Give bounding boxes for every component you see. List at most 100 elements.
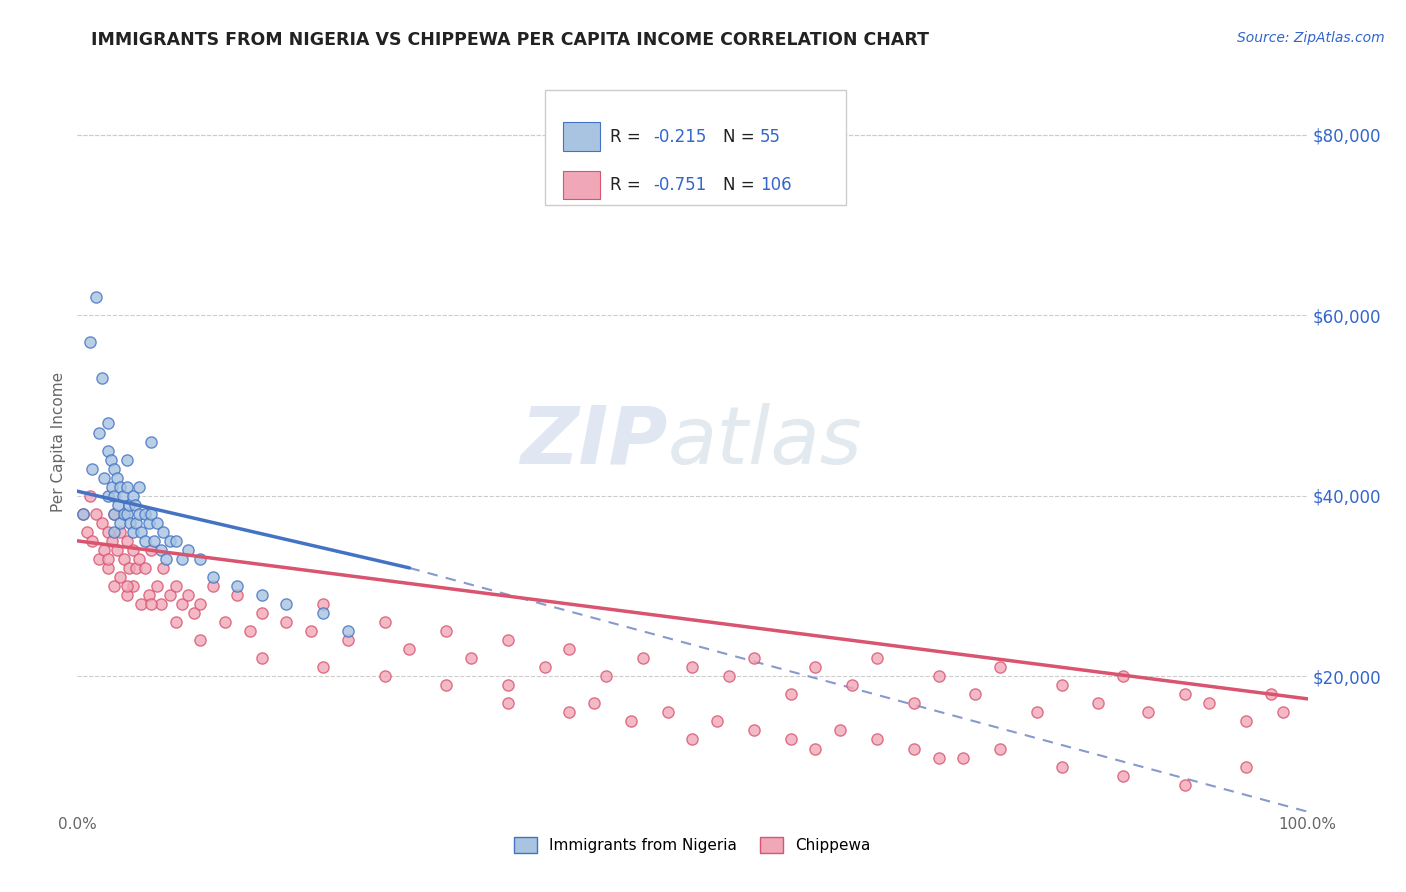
Point — [76, 524, 98, 539]
Point — [150, 597, 173, 611]
Point — [121, 489, 143, 503]
Point — [134, 533, 156, 548]
Point — [165, 533, 187, 548]
Point — [89, 425, 111, 440]
Point — [1087, 697, 1109, 711]
Point — [79, 489, 101, 503]
Point — [103, 524, 125, 539]
Point — [110, 570, 132, 584]
Point — [72, 507, 94, 521]
Point — [496, 678, 519, 692]
Point — [110, 516, 132, 530]
Point — [188, 597, 212, 611]
Point — [657, 706, 679, 720]
Point — [100, 452, 122, 467]
Point — [436, 678, 458, 692]
Point — [159, 533, 181, 548]
Point — [150, 542, 173, 557]
Point — [115, 588, 138, 602]
Text: R =: R = — [610, 128, 645, 145]
Point — [115, 579, 138, 593]
Point — [141, 597, 163, 611]
Point — [337, 624, 360, 639]
Point — [121, 542, 143, 557]
Point — [115, 507, 138, 521]
Point — [250, 606, 273, 620]
Point — [496, 633, 519, 648]
Point — [1174, 687, 1197, 701]
Text: R =: R = — [610, 176, 645, 194]
Point — [1112, 669, 1135, 683]
Point — [780, 732, 803, 747]
Point — [682, 660, 704, 674]
Point — [120, 516, 142, 530]
Point — [1234, 759, 1257, 773]
Point — [134, 561, 156, 575]
Point — [103, 507, 125, 521]
Text: Source: ZipAtlas.com: Source: ZipAtlas.com — [1237, 31, 1385, 45]
Point — [138, 516, 160, 530]
FancyBboxPatch shape — [564, 170, 600, 199]
Point — [534, 660, 557, 674]
Point — [103, 507, 125, 521]
Point — [188, 552, 212, 566]
Point — [460, 651, 482, 665]
Point — [170, 552, 193, 566]
Point — [90, 516, 114, 530]
Point — [250, 588, 273, 602]
Point — [312, 597, 335, 611]
Point — [101, 480, 124, 494]
Point — [276, 615, 298, 629]
Point — [1026, 706, 1049, 720]
Point — [742, 723, 765, 738]
Point — [965, 687, 987, 701]
Point — [152, 561, 174, 575]
FancyBboxPatch shape — [564, 122, 600, 151]
Point — [115, 480, 138, 494]
Point — [928, 750, 950, 764]
Point — [124, 498, 146, 512]
Point — [804, 660, 827, 674]
Point — [141, 507, 163, 521]
Point — [125, 561, 148, 575]
Point — [633, 651, 655, 665]
Point — [97, 552, 120, 566]
Point — [165, 615, 187, 629]
Text: N =: N = — [723, 176, 761, 194]
Point — [97, 489, 120, 503]
Point — [583, 697, 606, 711]
Text: 106: 106 — [761, 176, 792, 194]
Point — [866, 732, 889, 747]
Point — [1272, 706, 1295, 720]
Point — [398, 642, 420, 657]
Point — [312, 606, 335, 620]
Point — [742, 651, 765, 665]
Point — [103, 461, 125, 475]
Point — [107, 498, 129, 512]
Point — [226, 579, 249, 593]
Point — [299, 624, 322, 639]
Point — [276, 597, 298, 611]
Point — [312, 660, 335, 674]
Point — [903, 697, 925, 711]
Point — [436, 624, 458, 639]
Point — [118, 498, 141, 512]
Point — [155, 552, 177, 566]
Point — [1136, 706, 1159, 720]
Point — [103, 579, 125, 593]
Point — [146, 579, 169, 593]
Point — [1260, 687, 1282, 701]
Point — [1234, 714, 1257, 729]
Point — [89, 552, 111, 566]
Point — [682, 732, 704, 747]
Point — [121, 579, 143, 593]
Point — [177, 542, 200, 557]
Point — [804, 741, 827, 756]
Point — [105, 470, 128, 484]
Point — [146, 516, 169, 530]
Point — [101, 533, 124, 548]
Point — [558, 642, 581, 657]
Point — [129, 524, 153, 539]
Point — [1174, 778, 1197, 792]
Point — [558, 706, 581, 720]
